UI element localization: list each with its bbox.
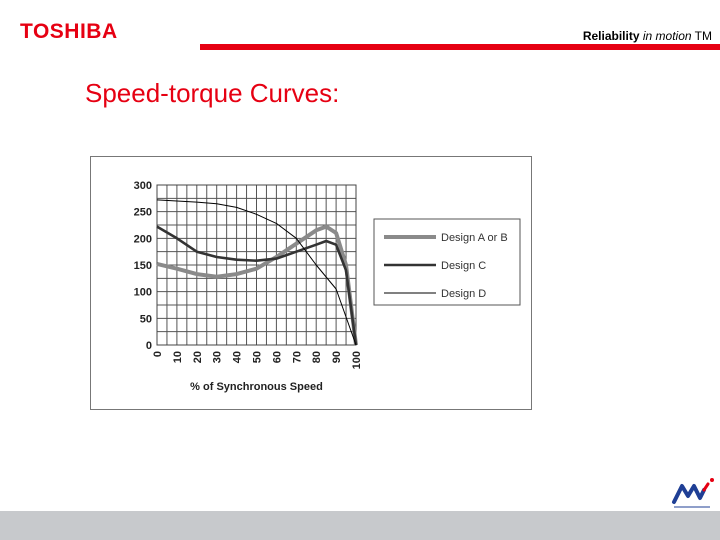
header-red-bar (200, 44, 720, 50)
legend-box (373, 218, 521, 306)
tagline-tm: TM (694, 29, 712, 43)
toshiba-logo: TOSHIBA (20, 20, 118, 43)
x-tick-label: 30 (212, 351, 224, 363)
x-axis-label: % of Synchronous Speed (190, 381, 323, 393)
x-tick-label: 50 (252, 351, 264, 363)
y-tick-label: 300 (134, 180, 152, 192)
slide-title: Speed-torque Curves: (85, 78, 340, 108)
y-tick-label: 200 (134, 233, 152, 245)
footer-band (0, 511, 720, 540)
tagline-bold: Reliability (582, 29, 640, 43)
series-line-2 (156, 225, 358, 346)
y-tick-label: 50 (140, 313, 152, 325)
chart-frame: 0 50 100 150 200 250 300 0 10 20 30 40 50 60 70 80 90 100… (90, 156, 532, 410)
y-tick-label: 0 (146, 340, 152, 352)
x-tick-label: 40 (232, 351, 244, 363)
y-tick-label: 150 (134, 260, 152, 272)
y-tick-label: 250 (134, 207, 152, 219)
x-tick-label: 90 (331, 351, 343, 363)
speed-torque-chart: 0 50 100 150 200 250 300 0 10 20 30 40 50 60 70 80 90 100… (134, 180, 521, 393)
series-line-1 (156, 224, 358, 346)
x-tick-label: 20 (192, 351, 204, 363)
y-tick-label: 100 (134, 287, 152, 299)
legend-label-1: Design A or B (441, 232, 508, 244)
tagline: Reliability in motion TM (583, 29, 712, 43)
x-tick-label: 10 (172, 351, 184, 363)
brand-mark (668, 476, 716, 510)
x-tick-label: 0 (152, 351, 164, 357)
legend-label-2: Design C (441, 260, 486, 272)
series-line-3 (156, 199, 357, 346)
tagline-italic: in motion (642, 29, 692, 43)
x-tick-label: 60 (271, 351, 283, 363)
x-tick-label: 80 (311, 351, 323, 363)
x-tick-label: 70 (291, 351, 303, 363)
x-tick-label: 100 (351, 351, 363, 369)
legend-label-3: Design D (441, 288, 486, 300)
